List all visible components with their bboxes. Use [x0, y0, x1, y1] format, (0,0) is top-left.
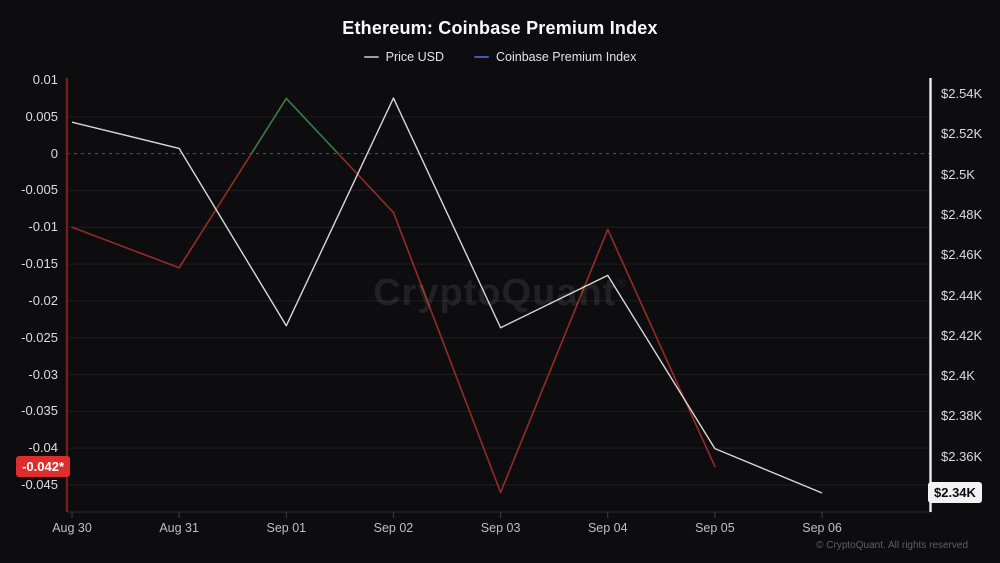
legend: Price USD Coinbase Premium Index	[0, 49, 1000, 65]
y-axis-right-tick: $2.46K	[941, 247, 983, 263]
y-axis-left-tick: -0.03	[28, 366, 58, 382]
legend-dash-premium-icon	[473, 56, 489, 58]
x-axis-tick: Sep 06	[802, 521, 842, 535]
x-axis-tick: Aug 30	[52, 521, 92, 535]
x-axis-tick: Sep 03	[480, 521, 521, 535]
premium-line	[337, 152, 395, 214]
legend-item-price-usd[interactable]: Price USD	[363, 50, 444, 64]
premium-line	[392, 211, 502, 494]
y-axis-left-tick: -0.02	[28, 292, 58, 308]
y-axis-right-tick: $2.5K	[941, 166, 975, 182]
x-axis-tick: Aug 31	[159, 521, 199, 535]
left-axis-line	[65, 78, 68, 512]
y-axis-right-tick: $2.44K	[941, 287, 983, 303]
price-current-badge: $2.34K	[928, 481, 982, 503]
legend-label-premium: Coinbase Premium Index	[495, 50, 637, 64]
x-axis-tick: Sep 02	[373, 521, 414, 535]
y-axis-right-tick: $2.52K	[941, 126, 983, 142]
x-axis-tick: Sep 04	[587, 521, 628, 535]
chart-title: Ethereum: Coinbase Premium Index	[342, 18, 658, 38]
y-axis-left-tick: 0.005	[25, 108, 58, 124]
premium-current-badge: -0.042*	[16, 455, 70, 477]
y-axis-left-tick: -0.035	[21, 403, 58, 419]
copyright-footer: © CryptoQuant. All rights reserved	[816, 540, 968, 551]
premium-line	[606, 228, 716, 468]
legend-dash-price-icon	[363, 56, 379, 58]
y-axis-left-tick: 0.01	[32, 72, 58, 87]
y-axis-left-tick: -0.04	[28, 440, 58, 456]
y-axis-right-tick: $2.38K	[941, 408, 983, 424]
y-axis-left-tick: -0.01	[28, 219, 58, 235]
y-axis-right-tick: $2.42K	[941, 327, 983, 343]
y-axis-right-tick: $2.54K	[941, 86, 983, 101]
y-axis-right-tick: $2.4K	[941, 368, 975, 384]
y-axis-left-tick: -0.045	[21, 476, 58, 492]
x-axis-tick: Sep 05	[695, 521, 735, 535]
y-axis-left-tick: -0.025	[21, 329, 58, 345]
y-axis-left-tick: -0.015	[21, 256, 58, 272]
right-axis-line	[929, 78, 932, 512]
y-axis-right-tick: $2.36K	[941, 448, 983, 464]
legend-item-coinbase-premium[interactable]: Coinbase Premium Index	[473, 50, 637, 64]
premium-line	[71, 226, 180, 269]
y-axis-left-tick: 0	[50, 145, 58, 161]
y-axis-right-tick: $2.48K	[941, 206, 983, 222]
legend-label-price: Price USD	[385, 50, 444, 64]
premium-line	[285, 97, 339, 155]
price-line	[71, 97, 823, 494]
premium-line	[250, 97, 288, 155]
y-axis-left-tick: -0.005	[21, 182, 58, 198]
x-axis-tick: Sep 01	[266, 521, 307, 535]
premium-line	[499, 228, 609, 494]
premium-line	[178, 152, 253, 269]
